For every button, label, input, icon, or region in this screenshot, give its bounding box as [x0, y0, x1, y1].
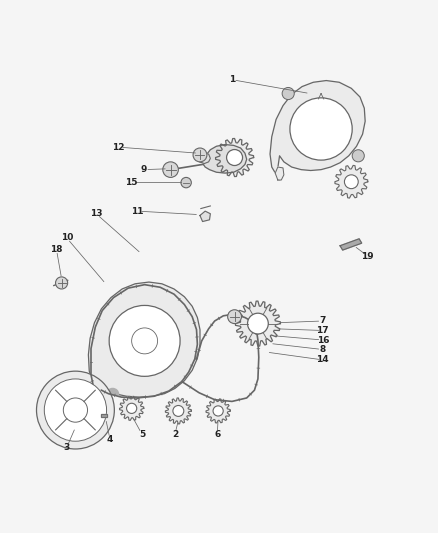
Polygon shape [166, 398, 191, 424]
Text: 7: 7 [320, 317, 326, 326]
Text: 14: 14 [317, 356, 329, 365]
Text: 5: 5 [139, 430, 145, 439]
Polygon shape [203, 144, 247, 173]
Wedge shape [106, 389, 119, 394]
Text: 6: 6 [214, 430, 220, 439]
Circle shape [226, 150, 243, 166]
Polygon shape [206, 399, 230, 423]
Circle shape [36, 371, 114, 449]
Text: 12: 12 [113, 143, 125, 152]
Circle shape [290, 98, 352, 160]
Text: 3: 3 [64, 443, 70, 452]
Circle shape [282, 87, 294, 100]
Polygon shape [120, 397, 144, 421]
Text: 17: 17 [317, 326, 329, 335]
Circle shape [344, 175, 358, 189]
Polygon shape [275, 167, 284, 180]
Text: 2: 2 [172, 430, 178, 439]
Circle shape [228, 310, 241, 324]
Bar [101, 414, 107, 417]
Polygon shape [88, 282, 200, 399]
Circle shape [213, 406, 223, 416]
Circle shape [163, 162, 178, 177]
Polygon shape [200, 211, 210, 222]
Text: 4: 4 [107, 435, 113, 444]
Text: 18: 18 [50, 245, 63, 254]
Text: 1: 1 [229, 75, 235, 84]
Circle shape [44, 379, 106, 441]
Text: 15: 15 [125, 178, 138, 187]
Polygon shape [335, 165, 368, 198]
Polygon shape [200, 153, 210, 164]
Text: 8: 8 [320, 345, 326, 354]
Circle shape [173, 406, 184, 416]
Polygon shape [236, 301, 280, 346]
Text: 10: 10 [60, 233, 73, 243]
Polygon shape [215, 139, 254, 176]
Circle shape [64, 398, 88, 422]
Polygon shape [340, 239, 362, 250]
Circle shape [127, 403, 137, 414]
Text: 16: 16 [317, 335, 329, 344]
Circle shape [247, 313, 268, 334]
Circle shape [109, 305, 180, 376]
Text: 13: 13 [90, 209, 102, 218]
Circle shape [181, 177, 191, 188]
Bar [101, 414, 107, 417]
Text: 9: 9 [141, 165, 147, 174]
Polygon shape [270, 80, 365, 180]
Circle shape [193, 148, 207, 162]
Circle shape [352, 150, 364, 162]
Text: 19: 19 [361, 252, 374, 261]
Text: 11: 11 [131, 207, 144, 216]
Circle shape [56, 277, 67, 289]
